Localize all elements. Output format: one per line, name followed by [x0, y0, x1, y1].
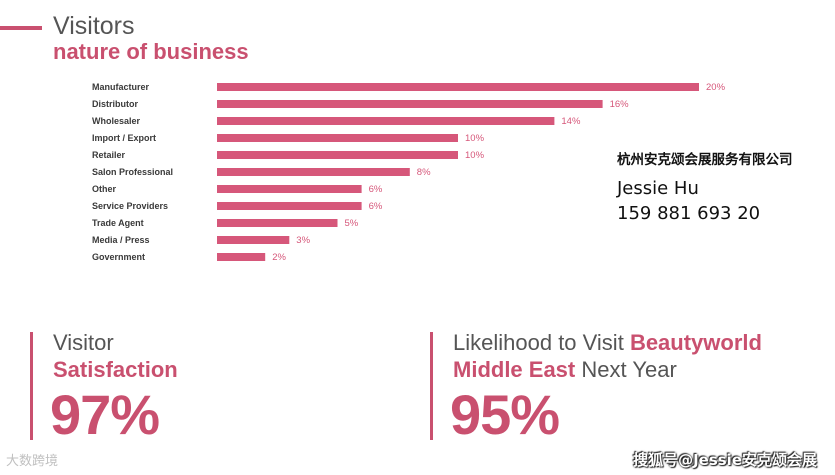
company-name: 杭州安克颂会展服务有限公司: [617, 152, 793, 168]
value-label: 10%: [465, 150, 485, 161]
contact-name: Jessie Hu: [617, 178, 699, 199]
bar: [217, 202, 362, 210]
return-label-suffix: Next Year: [575, 357, 677, 382]
category-label: Service Providers: [92, 201, 168, 211]
accent-line: [0, 26, 42, 30]
value-label: 2%: [272, 252, 286, 263]
chart-title: Visitors: [53, 12, 135, 40]
category-label: Manufacturer: [92, 82, 150, 92]
category-label: Salon Professional: [92, 167, 173, 177]
watermark-right: 搜狐号@Jessie安克颂会展: [633, 451, 817, 469]
bar: [217, 151, 458, 159]
chart-subtitle: nature of business: [53, 39, 249, 64]
stat-divider-left: [30, 332, 33, 440]
return-label-line2: Middle East Next Year: [453, 357, 677, 383]
value-label: 14%: [561, 116, 581, 127]
category-label: Wholesaler: [92, 116, 141, 126]
category-label: Distributor: [92, 99, 138, 109]
value-label: 6%: [369, 201, 383, 212]
satisfaction-strong: Satisfaction: [53, 357, 178, 382]
satisfaction-label: Visitor: [53, 330, 114, 355]
value-label: 20%: [706, 82, 726, 93]
bar: [217, 219, 338, 227]
return-label-region: Middle East: [453, 357, 576, 382]
value-label: 8%: [417, 167, 431, 178]
bar-chart: Manufacturer 20% Distributor 16% Wholesaler 1…: [92, 82, 726, 263]
value-label: 16%: [610, 99, 630, 110]
stat-divider-right: [430, 332, 433, 440]
value-label: 10%: [465, 133, 485, 144]
return-label-text: Likelihood to Visit: [453, 330, 630, 355]
bar: [217, 236, 290, 244]
watermark-left: 大数跨境: [6, 454, 59, 469]
bar: [217, 117, 555, 125]
return-label-line1: Likelihood to Visit Beautyworld: [453, 330, 762, 356]
bar: [217, 253, 266, 261]
category-label: Retailer: [92, 150, 126, 160]
value-label: 6%: [369, 184, 383, 195]
category-label: Trade Agent: [92, 218, 144, 228]
return-value: 95%: [450, 383, 560, 446]
category-label: Government: [92, 252, 145, 262]
bar: [217, 83, 699, 91]
bar: [217, 134, 458, 142]
category-label: Media / Press: [92, 235, 150, 245]
value-label: 5%: [345, 218, 359, 229]
satisfaction-value: 97%: [50, 383, 160, 446]
bar: [217, 185, 362, 193]
return-label-brand: Beautyworld: [629, 330, 762, 355]
category-label: Other: [92, 184, 117, 194]
bar: [217, 100, 603, 108]
contact-phone: 159 881 693 20: [617, 203, 761, 224]
value-label: 3%: [296, 235, 310, 246]
category-label: Import / Export: [92, 133, 156, 143]
bar: [217, 168, 410, 176]
